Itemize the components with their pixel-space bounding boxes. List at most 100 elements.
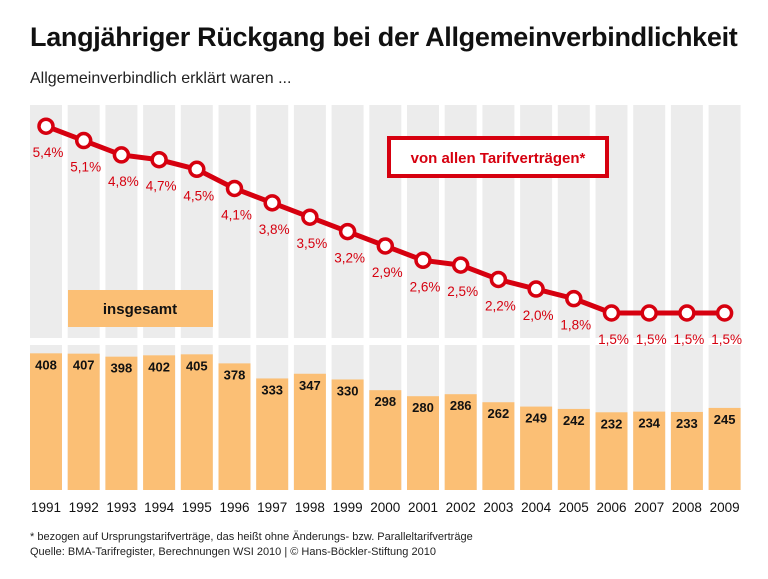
- x-tick-label: 1991: [31, 500, 61, 515]
- point-label: 4,7%: [146, 179, 177, 194]
- column-background: [670, 105, 703, 338]
- point-label: 1,8%: [560, 318, 591, 333]
- x-tick-label: 1996: [219, 500, 249, 515]
- x-tick-label: 1992: [69, 500, 99, 515]
- bar-label: 330: [337, 383, 359, 398]
- x-tick-label: 2005: [559, 500, 589, 515]
- point-label: 2,0%: [523, 308, 554, 323]
- bar-label: 347: [299, 378, 321, 393]
- bar: [143, 355, 176, 490]
- chart-subtitle: Allgemeinverbindlich erklärt waren ...: [30, 70, 292, 87]
- bar-label: 408: [35, 357, 57, 372]
- line-point: [640, 304, 658, 322]
- line-point: [565, 289, 583, 308]
- bar-label: 249: [525, 411, 547, 426]
- point-label: 4,8%: [108, 174, 139, 189]
- line-point: [451, 256, 470, 274]
- x-tick-label: 2007: [634, 500, 664, 515]
- line-point: [678, 304, 696, 322]
- line-point: [301, 208, 319, 226]
- bar-label: 298: [374, 394, 396, 409]
- bar: [180, 354, 213, 490]
- point-label: 2,2%: [485, 298, 516, 313]
- bar-label: 333: [261, 382, 283, 397]
- column-background: [331, 105, 364, 338]
- bar-label: 233: [676, 416, 698, 431]
- point-label: 2,5%: [447, 284, 478, 299]
- line-point: [527, 280, 545, 298]
- line-point: [263, 194, 281, 212]
- point-label: 3,5%: [297, 236, 328, 251]
- line-point: [715, 304, 734, 322]
- bar: [256, 378, 289, 490]
- bar-label: 407: [73, 358, 95, 373]
- bar-label: 262: [488, 406, 510, 421]
- bar: [30, 353, 62, 490]
- legend-label: von allen Tarifverträgen*: [411, 150, 586, 167]
- bar: [444, 394, 477, 490]
- x-tick-label: 1995: [182, 500, 212, 515]
- line-point: [74, 131, 93, 150]
- bar-label: 405: [186, 358, 208, 373]
- x-tick-label: 1994: [144, 500, 175, 515]
- bar: [482, 402, 515, 490]
- x-tick-label: 2006: [596, 500, 626, 515]
- point-label: 2,6%: [410, 279, 441, 294]
- bar: [708, 407, 741, 490]
- source-note: Quelle: BMA-Tarifregister, Berechnungen …: [30, 546, 436, 558]
- column-background: [30, 105, 62, 338]
- bar: [670, 411, 703, 490]
- bar: [331, 379, 364, 490]
- point-label: 5,4%: [33, 145, 64, 160]
- line-point: [150, 150, 168, 169]
- bar: [67, 353, 100, 490]
- point-label: 2,9%: [372, 265, 403, 280]
- column-background: [633, 105, 666, 338]
- x-tick-label: 2002: [446, 500, 476, 515]
- chart-title: Langjähriger Rückgang bei der Allgemeinv…: [30, 22, 738, 52]
- bar: [520, 406, 553, 490]
- bar-label: 242: [563, 413, 585, 428]
- bar-label: 232: [601, 416, 623, 431]
- bar: [557, 408, 590, 490]
- bar: [293, 373, 326, 490]
- x-tick-label: 2009: [710, 500, 740, 515]
- bar: [595, 412, 628, 490]
- column-background: [218, 105, 251, 338]
- bar: [407, 396, 439, 490]
- bar-label: 234: [638, 416, 660, 431]
- line-point: [188, 160, 206, 179]
- x-tick-label: 1999: [333, 500, 363, 515]
- point-label: 1,5%: [674, 332, 705, 347]
- bar-label: 286: [450, 398, 472, 413]
- point-label: 5,1%: [70, 160, 101, 175]
- line-point: [225, 179, 244, 198]
- point-label: 4,1%: [221, 207, 252, 222]
- line-point: [376, 237, 395, 255]
- legend-tarif: [387, 136, 609, 178]
- bar: [369, 390, 402, 490]
- x-tick-label: 1997: [257, 500, 287, 515]
- bar: [105, 356, 138, 490]
- bar: [218, 363, 251, 490]
- x-tick-label: 2004: [521, 500, 552, 515]
- point-label: 4,5%: [183, 188, 214, 203]
- bar-label: 402: [148, 359, 170, 374]
- point-label: 1,5%: [711, 332, 742, 347]
- bar-label: 398: [111, 361, 133, 376]
- footnote: * bezogen auf Ursprungstarifverträge, da…: [30, 531, 473, 543]
- x-tick-label: 2008: [672, 500, 702, 515]
- bar-label: 280: [412, 400, 434, 415]
- column-background: [256, 105, 289, 338]
- point-label: 1,5%: [636, 332, 667, 347]
- x-tick-label: 1998: [295, 500, 325, 515]
- x-tick-label: 2001: [408, 500, 438, 515]
- line-point: [37, 117, 55, 135]
- line-point: [414, 251, 432, 270]
- line-point: [489, 270, 508, 289]
- bar-label: 245: [714, 412, 736, 427]
- line-point: [112, 146, 131, 164]
- legend-label: insgesamt: [103, 301, 177, 318]
